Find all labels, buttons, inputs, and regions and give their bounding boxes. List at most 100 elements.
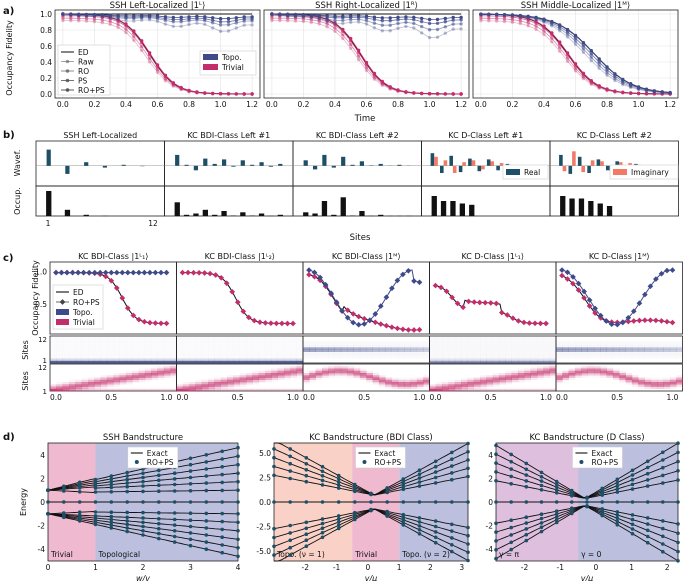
heatmap-cell [101, 354, 108, 357]
topo-marker [589, 58, 593, 63]
heatmap-cell [625, 379, 633, 383]
occupation-bar [221, 211, 227, 216]
heatmap-cell [435, 360, 443, 364]
ro-ps-marker [188, 475, 193, 480]
heatmap-cell [569, 341, 576, 344]
heatmap-cell [69, 379, 76, 383]
trivial-marker [416, 326, 423, 333]
heatmap-cell [486, 354, 493, 357]
heatmap-cell [676, 382, 683, 385]
heatmap-cell [657, 343, 664, 346]
x-tick-label: 1.2 [246, 100, 258, 109]
heatmap-cell [227, 379, 234, 383]
heatmap-cell [252, 358, 259, 361]
ro-ps-marker [220, 519, 224, 524]
heatmap-cell [474, 352, 481, 355]
topo-marker [380, 16, 384, 20]
occupation-bar [578, 198, 585, 216]
heatmap-cell [252, 345, 259, 348]
topo-marker [364, 18, 369, 23]
heatmap-cell [271, 358, 278, 361]
heatmap-cell [543, 360, 550, 364]
wavefunction-real-bar [331, 165, 336, 168]
ro-ps-marker [661, 458, 665, 462]
heatmap-cell [214, 358, 221, 361]
ro-ps-marker [172, 500, 177, 504]
legend-label: Exact [147, 449, 168, 458]
heatmap-cell [657, 386, 664, 389]
heatmap-cell [221, 341, 228, 344]
ro-ps-marker [509, 540, 513, 545]
heatmap-cell [335, 375, 342, 378]
ro-ps-marker [188, 462, 193, 467]
topo-marker [140, 14, 144, 18]
heatmap-cell [613, 341, 620, 344]
heatmap-cell [227, 375, 234, 378]
heatmap-cell [271, 347, 278, 350]
heatmap-cell [353, 351, 361, 355]
heatmap-cell [366, 354, 373, 357]
heatmap-cell [417, 356, 424, 359]
trivial-marker [350, 311, 357, 317]
ro-ps-marker [141, 524, 145, 529]
heatmap-cell [354, 356, 361, 359]
ro-ps-marker [466, 558, 470, 563]
heatmap-cell [119, 382, 127, 385]
ro-ps-marker [188, 511, 193, 515]
heatmap-cell [322, 341, 329, 344]
heatmap-cell [543, 352, 550, 355]
heatmap-cell [101, 356, 108, 359]
heatmap-cell [170, 370, 177, 374]
heatmap-cell [316, 343, 323, 346]
heatmap-cell [265, 388, 272, 392]
trivial-marker [341, 36, 345, 41]
heatmap-cell [676, 343, 683, 346]
x-tick-label: 0.2 [297, 100, 309, 109]
trivial-marker [498, 309, 505, 316]
ro-ps-marker [494, 521, 498, 525]
heatmap-cell [290, 345, 297, 348]
heatmap-cell [202, 341, 209, 344]
heatmap-cell [176, 360, 184, 364]
heatmap-cell [480, 350, 487, 353]
heatmap-cell [619, 354, 626, 357]
heatmap-cell [467, 382, 474, 385]
heatmap-cell [100, 358, 108, 361]
heatmap-cell [575, 351, 582, 355]
topo-marker [394, 277, 401, 284]
topo-marker [211, 26, 215, 30]
heatmap-cell [202, 336, 209, 339]
heatmap-cell [196, 352, 203, 355]
wavefunction-imag-bar [452, 165, 457, 173]
ro-ps-marker [320, 530, 325, 535]
heatmap-cell [75, 341, 82, 344]
heatmap-cell [467, 388, 474, 392]
heatmap-cell [189, 360, 196, 364]
heatmap-cell [271, 350, 278, 353]
heatmap-cell [164, 352, 171, 355]
topo-marker [589, 49, 593, 53]
ro-ps-marker [172, 489, 177, 493]
heatmap-cell [126, 336, 133, 339]
trivial-marker [84, 19, 89, 23]
ro-ps-marker [125, 484, 129, 489]
heatmap-cell [385, 345, 392, 348]
heatmap-cell [385, 377, 392, 380]
heatmap-cell [575, 347, 582, 350]
ro-ps-marker [272, 455, 276, 460]
trivial-marker [155, 70, 160, 75]
heatmap-cell [397, 377, 405, 380]
legend-label: Exact [591, 449, 612, 458]
topo-marker [234, 18, 238, 23]
heatmap-cell [158, 336, 165, 339]
topo-marker [396, 21, 400, 26]
occupation-bar [606, 206, 613, 216]
heatmap-cell [505, 347, 512, 350]
heatmap-cell [183, 352, 190, 355]
axes-frame [164, 140, 294, 187]
heatmap-cell [214, 379, 221, 383]
heatmap-cell [619, 377, 626, 380]
ro-ps-marker [320, 469, 325, 474]
topo-marker [570, 274, 576, 280]
heatmap-cell [208, 341, 215, 344]
